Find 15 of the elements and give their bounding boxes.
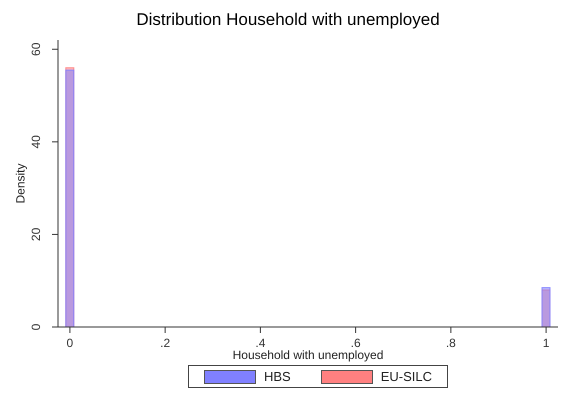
legend-label: HBS — [262, 369, 291, 384]
legend-label: EU-SILC — [380, 369, 432, 384]
x-tick-label: .2 — [160, 336, 170, 350]
chart-title: Distribution Household with unemployed — [135, 9, 441, 31]
x-tick-label: .6 — [350, 336, 361, 350]
x-tick-label: .4 — [255, 336, 266, 350]
y-axis-title: Density — [13, 163, 28, 204]
x-tick-label: 1 — [542, 336, 550, 350]
y-tick-label: 60 — [29, 42, 43, 56]
y-tick-label: 40 — [29, 134, 43, 149]
y-tick-label: 20 — [29, 227, 43, 242]
x-axis-title: Household with unemployed — [232, 348, 384, 362]
y-tick-label: 0 — [29, 323, 43, 330]
x-tick-label: 0 — [66, 336, 74, 350]
x-tick-label: .8 — [446, 336, 456, 350]
